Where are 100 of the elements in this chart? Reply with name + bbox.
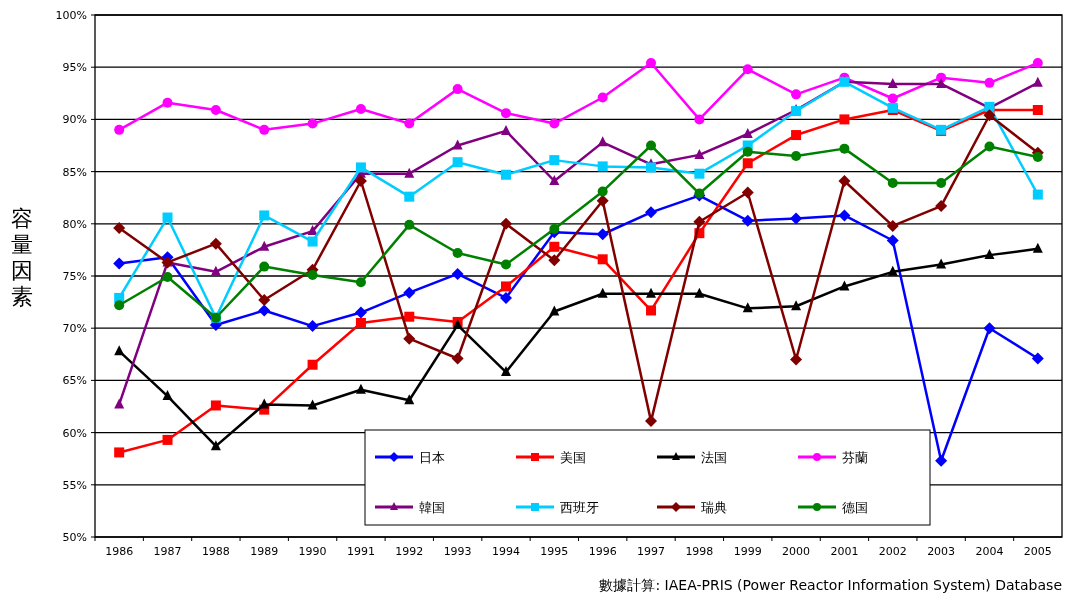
y-tick-label: 80% (62, 217, 87, 231)
x-tick-label: 1998 (685, 545, 714, 558)
point (404, 191, 415, 202)
x-tick-label: 1993 (443, 545, 472, 558)
point (1032, 76, 1043, 87)
point (935, 454, 948, 467)
legend-label: 韓国 (419, 500, 445, 515)
point (404, 118, 415, 129)
point (886, 219, 899, 232)
point (549, 305, 560, 316)
point (887, 93, 898, 104)
point (451, 352, 464, 365)
point (162, 390, 173, 401)
y-tick-label: 100% (55, 9, 87, 22)
point (838, 209, 851, 222)
point (1032, 189, 1043, 200)
y-tick-label: 55% (62, 478, 87, 492)
point (355, 103, 366, 114)
point (694, 287, 705, 298)
point (596, 228, 609, 241)
point (838, 175, 851, 187)
point (887, 178, 898, 189)
point (645, 206, 658, 219)
x-tick-label: 1991 (346, 545, 375, 558)
point (936, 178, 947, 189)
point (1032, 151, 1043, 162)
x-tick-label: 1997 (637, 545, 666, 558)
point (404, 167, 415, 178)
point (741, 214, 754, 227)
point (355, 317, 366, 328)
point (791, 89, 802, 100)
point (597, 186, 608, 197)
point (790, 353, 803, 366)
point (694, 114, 705, 125)
point (452, 248, 463, 259)
point (597, 136, 608, 147)
point (210, 400, 221, 411)
point (742, 64, 753, 75)
point (983, 109, 996, 122)
point (210, 440, 221, 451)
point (693, 215, 706, 228)
point (500, 366, 511, 377)
point (162, 272, 173, 283)
legend-label: 美国 (560, 450, 586, 465)
point (645, 415, 658, 428)
point (694, 148, 705, 159)
point (790, 212, 803, 225)
point (499, 291, 512, 304)
point (984, 77, 995, 88)
point (162, 434, 173, 445)
point (839, 143, 850, 154)
point (597, 254, 608, 265)
point (886, 234, 899, 247)
point (162, 97, 173, 108)
point (549, 155, 560, 166)
point (646, 140, 657, 151)
y-tick-label: 60% (62, 426, 87, 440)
x-tick-label: 1987 (153, 545, 182, 558)
text: 數據計算: IAEA-PRIS (Power Reactor Information System) Database (599, 577, 1062, 593)
point (597, 287, 608, 298)
point (597, 92, 608, 103)
y-axis-title: 容量因素 (11, 206, 33, 309)
point (646, 305, 657, 316)
y-tick-label: 70% (62, 322, 87, 336)
point (500, 108, 511, 119)
point (791, 150, 802, 161)
legend-label: 日本 (419, 450, 445, 465)
point (839, 114, 850, 125)
x-tick-label: 2001 (830, 545, 859, 558)
point (500, 281, 511, 292)
point (113, 221, 126, 234)
point (210, 105, 221, 115)
point (162, 212, 173, 223)
point (500, 124, 511, 135)
point (646, 162, 657, 173)
point (259, 124, 270, 135)
x-tick-label: 1990 (298, 545, 327, 558)
point (1031, 352, 1044, 365)
point (1032, 58, 1043, 69)
x-tick-label: 2004 (975, 545, 1004, 558)
y-tick-label: 85% (62, 165, 87, 179)
point (742, 302, 753, 313)
point (404, 311, 415, 322)
point (307, 225, 318, 236)
point (646, 287, 657, 298)
legend-label: 西班牙 (560, 500, 599, 515)
point (114, 300, 125, 311)
point (887, 77, 898, 88)
point (307, 269, 318, 280)
point (791, 300, 802, 311)
point (597, 161, 608, 172)
legend-label: 法国 (701, 450, 727, 465)
point (936, 258, 947, 269)
point (114, 124, 125, 135)
point (114, 345, 125, 356)
point (258, 294, 271, 307)
point (306, 320, 319, 333)
point (549, 118, 560, 129)
point (549, 175, 560, 185)
point (259, 398, 270, 409)
